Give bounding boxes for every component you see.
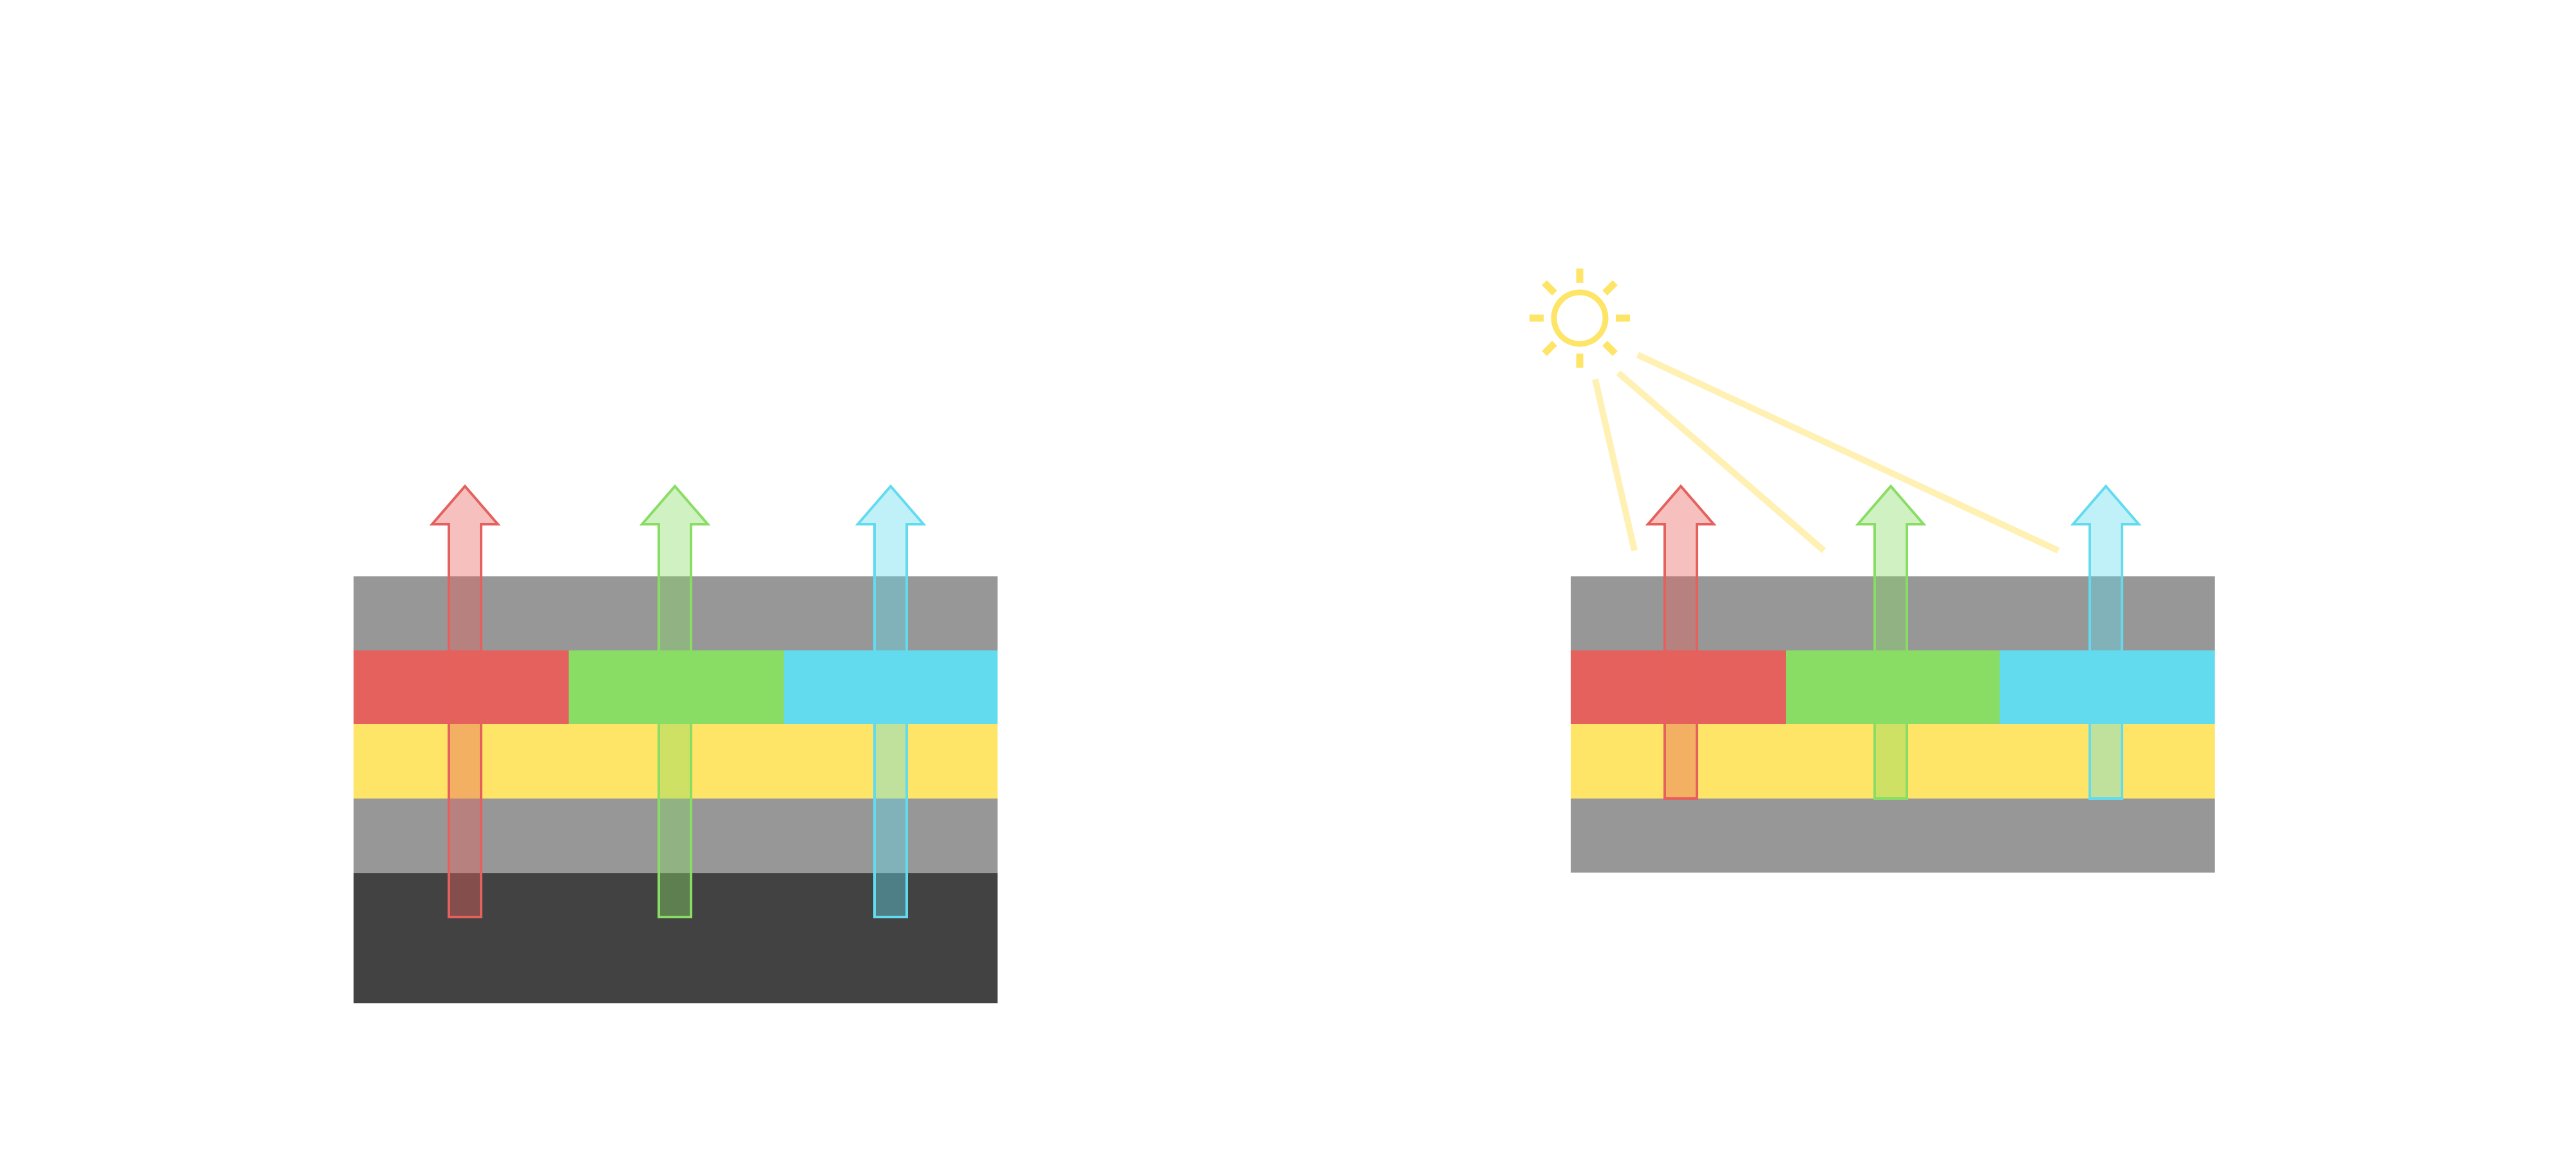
sun-disc bbox=[1551, 289, 1609, 347]
right-yellow-layer bbox=[1571, 724, 2215, 799]
left-dark-base-layer bbox=[354, 873, 998, 1003]
right-stack bbox=[1571, 576, 2215, 873]
sun-icon bbox=[1530, 269, 1630, 368]
sun-ray bbox=[1602, 280, 1618, 296]
left-cyan-filter bbox=[784, 650, 998, 724]
green-arrow-up bbox=[1855, 484, 1927, 800]
cyan-arrow-up bbox=[2070, 484, 2142, 800]
left-yellow-layer bbox=[354, 724, 998, 799]
red-arrow-up bbox=[1645, 484, 1717, 800]
sun-ray bbox=[1602, 341, 1618, 356]
left-top-gray-layer bbox=[354, 576, 998, 650]
right-arrows bbox=[1645, 484, 2142, 800]
light-beam bbox=[1616, 370, 1826, 553]
right-cyan-filter bbox=[2000, 650, 2215, 724]
sun-ray bbox=[1542, 341, 1557, 356]
light-beam bbox=[1636, 352, 2060, 554]
right-green-filter bbox=[1786, 650, 2000, 724]
green-arrow-up bbox=[639, 484, 711, 918]
left-stack bbox=[354, 576, 998, 1003]
left-lower-gray-layer bbox=[354, 799, 998, 873]
light-beams bbox=[1592, 352, 2060, 554]
right-bottom-gray-layer bbox=[1571, 799, 2215, 873]
left-red-filter bbox=[354, 650, 569, 724]
red-arrow-up bbox=[429, 484, 501, 918]
right-top-gray-layer bbox=[1571, 576, 2215, 650]
right-red-filter bbox=[1571, 650, 1786, 724]
sun-rays bbox=[1530, 269, 1630, 368]
cyan-arrow-up bbox=[855, 484, 927, 918]
left-arrows bbox=[429, 484, 927, 918]
left-green-filter bbox=[569, 650, 784, 724]
light-beam bbox=[1592, 378, 1638, 552]
sun-ray bbox=[1542, 280, 1557, 296]
